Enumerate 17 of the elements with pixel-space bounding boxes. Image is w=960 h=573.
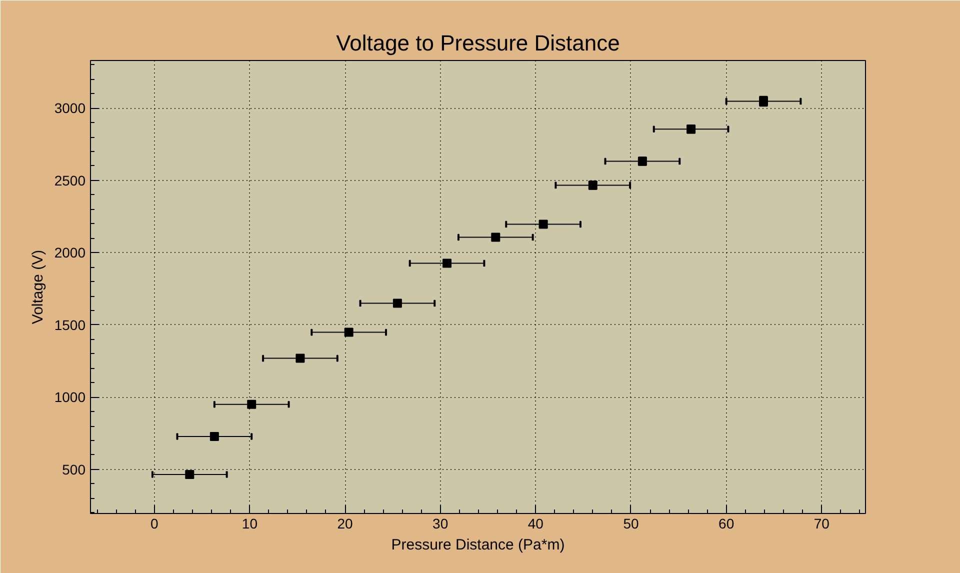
- x-tick-label: 70: [814, 516, 830, 532]
- y-tick-label: 1500: [54, 316, 86, 333]
- y-tick-label: 2500: [54, 172, 86, 188]
- x-tick-label: 50: [623, 516, 639, 532]
- chart-title: Voltage to Pressure Distance: [336, 30, 620, 56]
- y-tick-label: 1000: [54, 389, 86, 406]
- x-tick-label: 40: [528, 516, 544, 532]
- x-tick-label: 20: [337, 516, 354, 532]
- y-axis-title: Voltage (V): [29, 250, 46, 324]
- x-axis-title: Pressure Distance (Pa*m): [391, 536, 565, 554]
- x-tick-label: 30: [432, 516, 448, 532]
- x-tick-label: 0: [150, 516, 158, 532]
- y-tick-label: 2000: [54, 244, 86, 261]
- y-tick-label: 500: [62, 461, 86, 478]
- x-tick-label: 60: [718, 516, 734, 532]
- x-tick-label: 10: [242, 516, 258, 532]
- y-tick-label: 3000: [54, 100, 86, 116]
